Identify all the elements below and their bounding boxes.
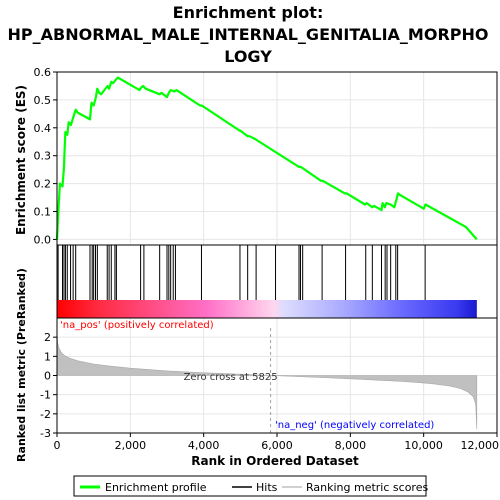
x-tick-label: 12,000 <box>461 439 500 452</box>
rank-y-tick-label: -3 <box>40 427 51 440</box>
hits-plot-area <box>57 245 497 300</box>
es-y-tick-label: 0.1 <box>34 206 52 219</box>
rank-y-tick-label: 1 <box>44 350 51 363</box>
es-y-tick-label: 0.2 <box>34 178 52 191</box>
chart-title-line-1: Enrichment plot: <box>173 3 324 22</box>
x-axis-label: Rank in Ordered Dataset <box>191 454 359 468</box>
legend-label-hits: Hits <box>256 481 278 494</box>
hits-panel <box>56 244 498 319</box>
es-panel: 0.0 0.1 0.2 0.3 0.4 0.5 0.6 <box>34 66 498 246</box>
x-tick-label: 0 <box>54 439 61 452</box>
x-axis: 0 2,000 4,000 6,000 8,000 10,000 12,000 <box>54 433 500 452</box>
rank-y-tick-label: -2 <box>40 408 51 421</box>
legend: Enrichment profile Hits Ranking metric s… <box>73 475 428 497</box>
es-y-tick-label: 0.5 <box>34 94 52 107</box>
x-tick-label: 10,000 <box>404 439 443 452</box>
rank-panel: -3 -2 -1 0 1 2 Zero cross at 5825 'na_pos' (pos… <box>40 317 498 440</box>
negative-correlation-label: 'na_neg' (negatively correlated) <box>275 420 434 431</box>
x-tick-label: 6,000 <box>261 439 293 452</box>
chart-title-line-3: LOGY <box>224 47 272 66</box>
es-y-tick-label: 0.4 <box>34 122 52 135</box>
es-y-tick-label: 0.3 <box>34 150 52 163</box>
x-tick-label: 2,000 <box>115 439 147 452</box>
legend-box <box>73 475 427 497</box>
es-axis-label: Enrichment score (ES) <box>14 85 28 235</box>
rank-y-tick-label: -1 <box>40 389 51 402</box>
es-y-tick-label: 0.6 <box>34 66 52 79</box>
ranking-metric-area <box>56 331 478 430</box>
x-tick-label: 4,000 <box>188 439 220 452</box>
chart-title-line-2: HP_ABNORMAL_MALE_INTERNAL_GENITALIA_MORP… <box>8 25 489 44</box>
enrichment-profile-line <box>55 76 478 241</box>
x-tick-label: 8,000 <box>335 439 367 452</box>
rank-y-tick-label: 0 <box>44 370 51 383</box>
zero-cross-annotation: Zero cross at 5825 <box>184 372 278 383</box>
legend-label-enrichment-profile: Enrichment profile <box>105 481 207 494</box>
rank-y-tick-label: 2 <box>44 331 51 344</box>
rank-axis-label: Ranked list metric (PreRanked) <box>15 268 28 462</box>
legend-label-ranking-metric-scores: Ranking metric scores <box>306 481 428 494</box>
positive-correlation-label: 'na_pos' (positively correlated) <box>60 320 214 331</box>
rank-color-bar <box>57 300 477 318</box>
es-y-tick-label: 0.0 <box>34 233 52 246</box>
